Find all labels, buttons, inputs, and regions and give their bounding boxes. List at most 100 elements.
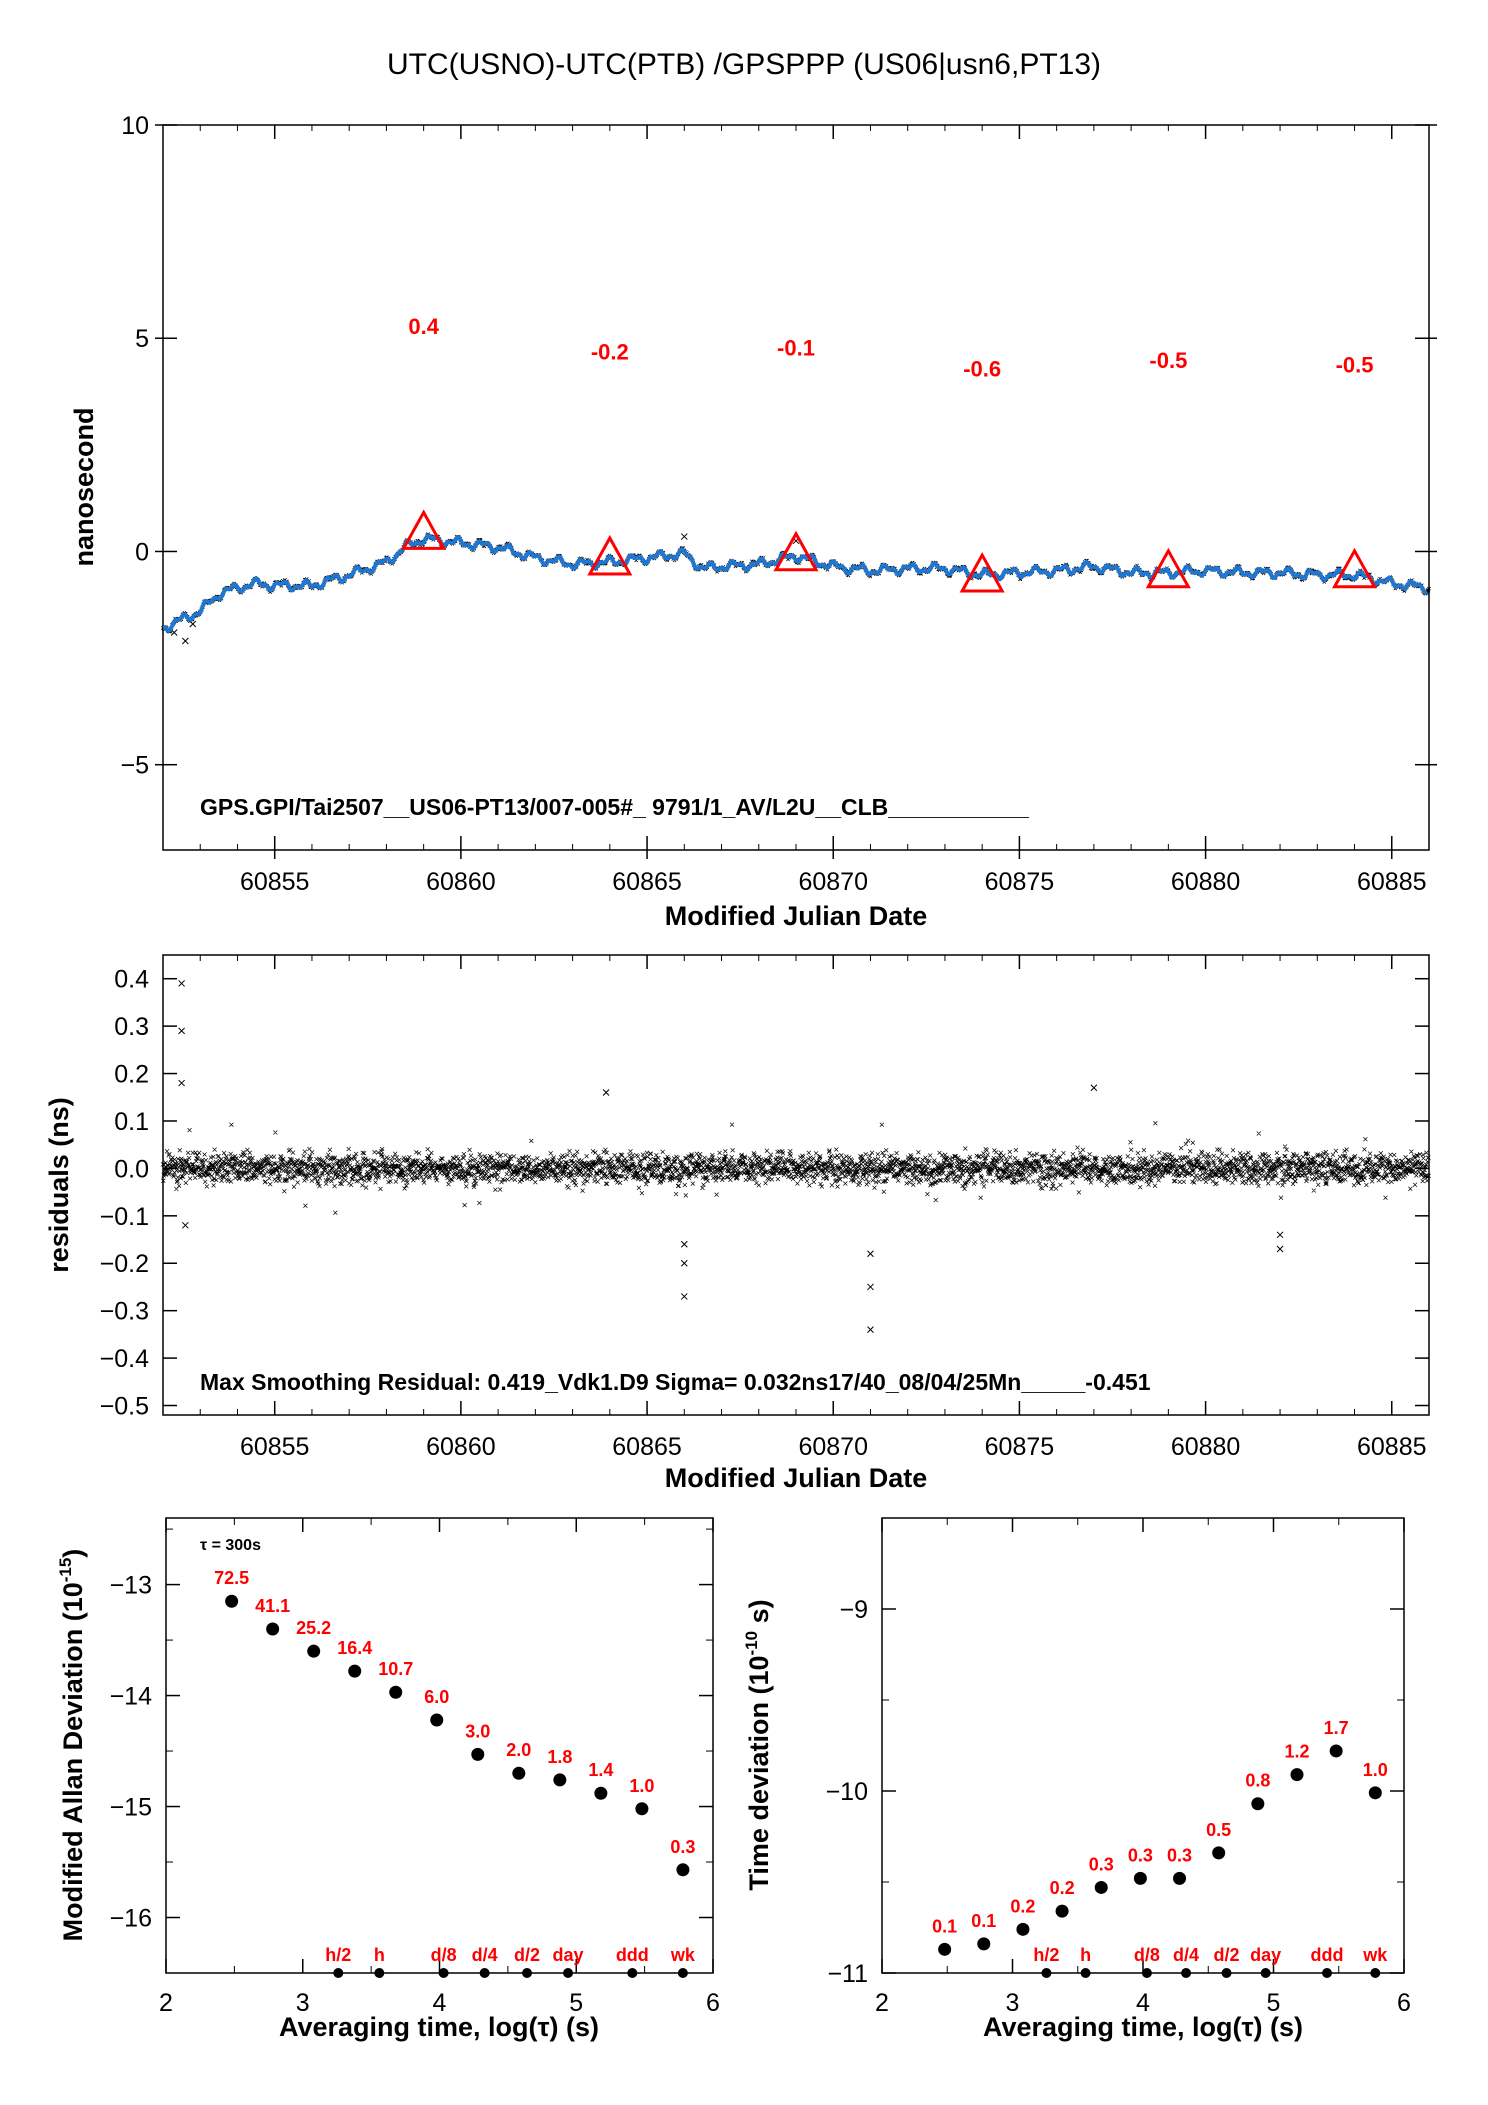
mdev-interval-label: ddd — [616, 1945, 649, 1965]
tdev-interval-marker — [1141, 1968, 1152, 1978]
phase-annotation: -0.2 — [591, 340, 629, 365]
tdev-interval-label: day — [1250, 1945, 1281, 1965]
mdev-interval-marker — [677, 1968, 688, 1978]
residuals-outlier-point — [178, 980, 185, 987]
mdev-point-label: 0.3 — [670, 1837, 695, 1857]
mdev-y-tick-label: −14 — [110, 1683, 153, 1711]
mdev-point-label: 6.0 — [424, 1687, 449, 1707]
tdev-data-point — [1055, 1904, 1069, 1918]
phase-annotation: -0.5 — [1149, 348, 1187, 373]
residuals-x-tick-label: 60880 — [1171, 1433, 1241, 1461]
tdev-x-tick-label: 4 — [1136, 1989, 1150, 2017]
residuals-y-tick-label: −0.5 — [100, 1393, 149, 1421]
mdev-point-label: 16.4 — [337, 1638, 372, 1658]
residuals-y-tick-label: −0.4 — [100, 1345, 149, 1373]
phase-panel: nanosecond Modified Julian Date GPS.GPI/… — [69, 112, 1437, 931]
mdev-interval-marker — [333, 1968, 344, 1978]
residuals-outlier-point — [680, 1259, 688, 1267]
mdev-y-label: Modified Allan Deviation (10-15) — [56, 1549, 88, 1942]
mdev-point-label: 1.8 — [547, 1747, 572, 1767]
residuals-y-tick-label: 0.2 — [114, 1061, 149, 1089]
tdev-interval-label: h — [1080, 1945, 1091, 1965]
tdev-y-tick-label: −10 — [826, 1778, 868, 1806]
tdev-interval-marker — [1080, 1968, 1091, 1978]
mdev-interval-label: h — [374, 1945, 385, 1965]
residuals-outlier-point — [1276, 1231, 1284, 1239]
tdev-point-label: 0.5 — [1206, 1820, 1231, 1840]
mdev-data-point — [389, 1685, 403, 1699]
tdev-y-tick-label: −11 — [827, 1960, 868, 1988]
mdev-point-label: 1.4 — [588, 1760, 613, 1780]
mdev-x-tick-label: 6 — [706, 1989, 720, 2017]
mdev-x-tick-label: 5 — [569, 1989, 583, 2017]
residuals-outlier-point — [680, 1240, 688, 1248]
tdev-panel: Time deviation (10-10 s) Averaging time,… — [742, 1517, 1411, 2042]
tdev-point-label: 0.1 — [971, 1911, 996, 1931]
tdev-data-point — [1016, 1922, 1030, 1936]
mdev-y-tick-label: −13 — [110, 1572, 152, 1600]
tdev-data-point — [938, 1942, 952, 1956]
residuals-y-tick-label: 0.4 — [114, 966, 149, 994]
residuals-x-tick-label: 60885 — [1357, 1433, 1427, 1461]
mdev-point-label: 41.1 — [255, 1596, 290, 1616]
mdev-x-label: Averaging time, log(τ) (s) — [279, 2012, 599, 2042]
mdev-data-point — [307, 1644, 321, 1658]
tdev-data-point — [1133, 1871, 1147, 1885]
phase-triangle-marker — [773, 530, 819, 572]
phase-outlier-point — [170, 629, 178, 636]
residuals-outlier-point — [602, 1089, 610, 1096]
tdev-data-point — [1329, 1744, 1343, 1758]
mdev-y-tick-label: −15 — [110, 1794, 152, 1822]
mdev-x-tick-label: 3 — [296, 1989, 310, 2017]
mdev-point-label: 2.0 — [506, 1740, 531, 1760]
mdev-data-point — [512, 1766, 526, 1780]
mdev-interval-marker — [374, 1968, 385, 1978]
mdev-data-point — [266, 1622, 280, 1636]
tdev-point-label: 0.8 — [1245, 1771, 1270, 1791]
residuals-outlier-point — [680, 1293, 688, 1300]
tdev-data-point — [1212, 1846, 1226, 1860]
mdev-interval-marker — [522, 1968, 533, 1978]
mdev-interval-marker — [438, 1968, 449, 1978]
phase-x-tick-label: 60860 — [426, 868, 496, 896]
mdev-point-label: 1.0 — [629, 1776, 654, 1796]
phase-y-tick-label: 5 — [135, 325, 149, 353]
mdev-interval-marker — [479, 1968, 490, 1978]
phase-triangle-marker — [959, 551, 1005, 593]
residuals-outlier-point — [867, 1283, 874, 1291]
tdev-interval-label: ddd — [1311, 1945, 1344, 1965]
residuals-outlier-point — [181, 1221, 189, 1229]
mdev-point-label: 3.0 — [465, 1721, 490, 1741]
tdev-point-label: 0.3 — [1167, 1845, 1192, 1865]
tdev-point-label: 1.2 — [1284, 1742, 1309, 1762]
tdev-data-point — [977, 1937, 991, 1951]
tdev-y-label: Time deviation (10-10 s) — [742, 1599, 774, 1890]
tdev-interval-label: d/2 — [1214, 1945, 1240, 1965]
tdev-data-point — [1251, 1797, 1265, 1811]
tdev-interval-marker — [1041, 1968, 1052, 1978]
phase-annotation: -0.1 — [777, 335, 815, 360]
tdev-interval-label: d/8 — [1134, 1945, 1160, 1965]
mdev-y-tick-label: −16 — [110, 1905, 152, 1933]
mdev-interval-label: d/8 — [431, 1945, 457, 1965]
residuals-data-points — [160, 1120, 1431, 1216]
residuals-outlier-point — [1090, 1084, 1098, 1092]
mdev-data-point — [635, 1802, 649, 1816]
phase-x-label: Modified Julian Date — [665, 901, 928, 931]
mdev-data-point — [471, 1747, 485, 1761]
tdev-interval-marker — [1181, 1968, 1192, 1978]
mdev-data-point — [430, 1713, 444, 1727]
phase-triangle-marker — [1145, 547, 1191, 589]
tdev-plot-frame — [881, 1517, 1405, 1974]
residuals-y-tick-label: 0.3 — [114, 1013, 149, 1041]
residuals-y-tick-label: 0.1 — [114, 1108, 149, 1136]
tdev-x-tick-label: 3 — [1006, 1989, 1020, 2017]
phase-x-tick-label: 60885 — [1357, 868, 1427, 896]
tdev-point-label: 0.3 — [1128, 1845, 1153, 1865]
phase-triangle-marker — [401, 509, 447, 550]
tdev-point-label: 1.0 — [1363, 1760, 1388, 1780]
tdev-point-label: 0.2 — [1010, 1896, 1035, 1916]
phase-data-points — [161, 532, 1431, 634]
tdev-interval-label: d/4 — [1173, 1945, 1199, 1965]
tdev-x-tick-label: 5 — [1267, 1989, 1281, 2017]
